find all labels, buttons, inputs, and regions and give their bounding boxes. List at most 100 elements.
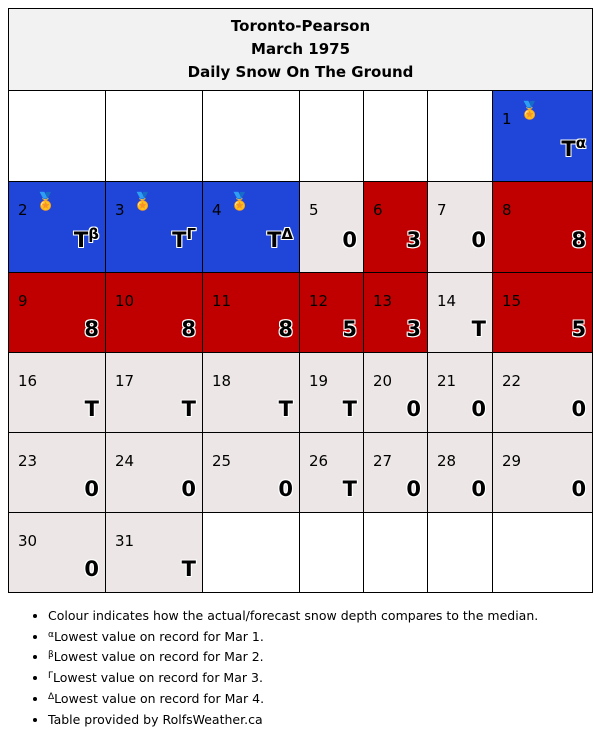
snow-depth-value: T [279,397,293,421]
snow-depth-text: 0 [278,477,293,501]
day-number: 3 [115,201,125,219]
day-cell: 27 0 [363,432,428,513]
day-number: 19 [309,372,329,390]
footnote-text: Lowest value on record for Mar 4. [54,690,265,706]
day-number: 13 [373,292,393,310]
snow-depth-value: 0 [84,557,99,581]
day-number: 10 [115,292,135,310]
day-cell: 17 T [105,352,203,433]
day-number: 24 [115,452,135,470]
medal-icon: 🏅 [35,192,57,212]
snow-depth-text: T [471,317,486,341]
week-row: 2 🏅 Tβ 3 🏅 TΓ 4 🏅 TΔ 5 0 6 3 7 0 8 8 [8,181,594,273]
snow-depth-text: T [172,228,187,252]
day-cell: 11 8 [202,272,300,353]
day-number: 16 [18,372,38,390]
day-number: 27 [373,452,393,470]
day-number: 7 [437,201,447,219]
day-number: 20 [373,372,393,390]
day-cell: 20 0 [363,352,428,433]
footnote-item: βLowest value on record for Mar 2. [48,647,538,668]
snow-depth-text: T [342,477,357,501]
snow-depth-value: 8 [181,317,196,341]
snow-depth-text: 8 [278,317,293,341]
footnote-text: Lowest value on record for Mar 1. [53,628,264,644]
day-cell: 30 0 [8,512,106,593]
snow-depth-value: 5 [342,317,357,341]
day-number: 2 [18,201,28,219]
footnote-marker: Δ [48,691,55,702]
day-cell: 25 0 [202,432,300,513]
day-cell: 21 0 [427,352,493,433]
snow-depth-value: 0 [571,397,586,421]
day-cell: 14 T [427,272,493,353]
empty-day-cell [363,90,428,182]
snow-depth-value: 0 [406,397,421,421]
snow-depth-text: 0 [84,557,99,581]
snow-depth-text: 3 [406,317,421,341]
snow-depth-value: TΔ [267,225,293,252]
day-number: 26 [309,452,329,470]
day-number: 25 [212,452,232,470]
calendar-body: 1 🏅 Tα 2 🏅 Tβ 3 🏅 TΓ 4 🏅 TΔ 5 0 6 3 7 0 8 8 9 8 10 8 11 8 12 5 13 3 14… [8,90,594,593]
footnote-marker: β [48,650,54,661]
snow-depth-value: T [85,397,99,421]
snow-depth-value: Tα [561,134,586,161]
day-cell: 23 0 [8,432,106,513]
snow-depth-text: 0 [406,397,421,421]
empty-day-cell [427,90,493,182]
day-cell: 4 🏅 TΔ [202,181,300,273]
day-cell: 2 🏅 Tβ [8,181,106,273]
snow-depth-text: T [73,228,89,252]
footnotes-list: Colour indicates how the actual/forecast… [24,606,538,730]
month-label: March 1975 [251,40,351,58]
footnote-item: ΓLowest value on record for Mar 3. [48,668,538,689]
snow-depth-text: 0 [181,477,196,501]
record-footnote-marker: β [88,225,99,243]
snow-depth-value: 0 [571,477,586,501]
calendar-table: Toronto-Pearson March 1975 Daily Snow On… [7,8,594,593]
snow-depth-value: 3 [406,317,421,341]
empty-day-cell [299,90,364,182]
day-cell: 13 3 [363,272,428,353]
day-number: 4 [212,201,222,219]
snow-depth-text: 0 [471,397,486,421]
snow-depth-text: 0 [571,477,587,501]
snow-depth-text: 0 [406,477,421,501]
day-number: 21 [437,372,457,390]
footnote-text: Lowest value on record for Mar 2. [53,649,264,665]
snow-depth-text: 0 [571,397,587,421]
day-number: 1 [502,110,512,128]
empty-day-cell [202,90,300,182]
empty-day-cell [363,512,428,593]
day-cell: 28 0 [427,432,493,513]
snow-depth-text: 5 [571,317,587,341]
snow-depth-text: 3 [406,228,421,252]
day-number: 29 [502,452,522,470]
day-number: 23 [18,452,38,470]
snow-depth-value: 3 [406,228,421,252]
day-number: 12 [309,292,329,310]
snow-depth-text: T [84,397,99,421]
snow-depth-value: 8 [571,228,586,252]
empty-day-cell [8,90,106,182]
snow-depth-value: 0 [471,477,486,501]
snow-depth-text: 8 [84,317,99,341]
day-number: 22 [502,372,522,390]
medal-icon: 🏅 [132,192,154,212]
day-number: 6 [373,201,383,219]
empty-day-cell [105,90,203,182]
snow-depth-value: 5 [571,317,586,341]
snow-depth-value: T [472,317,486,341]
snow-depth-text: 8 [571,228,587,252]
snow-depth-text: 0 [342,228,357,252]
snow-depth-value: 0 [406,477,421,501]
day-cell: 3 🏅 TΓ [105,181,203,273]
snow-depth-text: 0 [84,477,99,501]
record-footnote-marker: Γ [186,225,196,243]
snow-depth-value: Tβ [73,225,99,252]
